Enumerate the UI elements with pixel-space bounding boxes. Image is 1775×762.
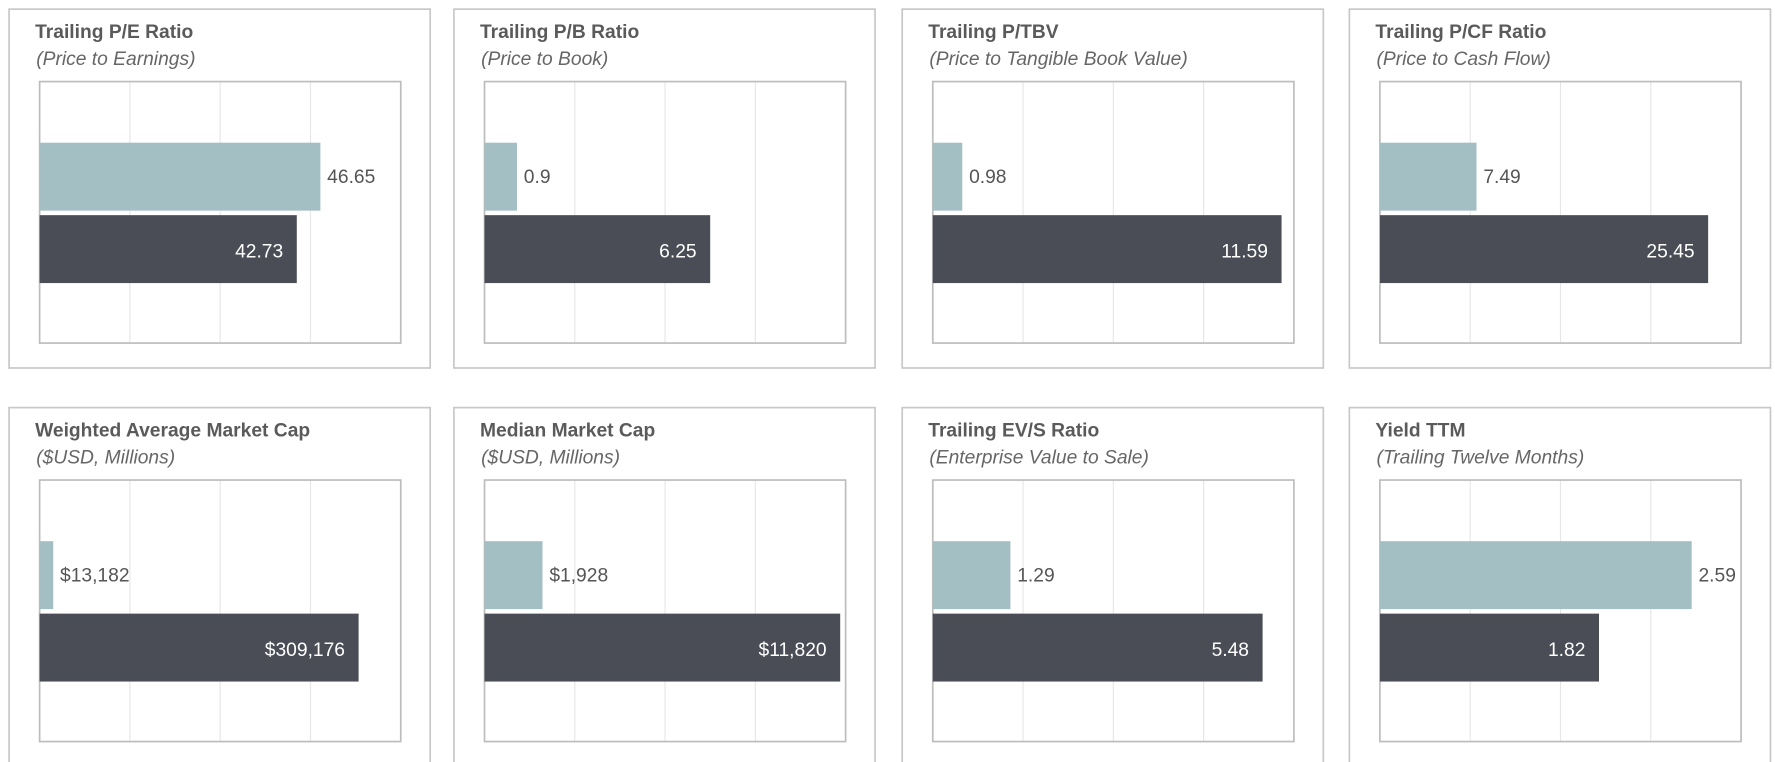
- chart-subtitle: (Trailing Twelve Months): [1377, 448, 1585, 469]
- bar: [484, 215, 711, 284]
- chart-subtitle: (Price to Earnings): [36, 49, 195, 70]
- plot-frame: [1379, 479, 1742, 743]
- plot-frame: [483, 479, 847, 743]
- value-label: 6.25: [659, 242, 696, 263]
- value-label: 1.29: [1017, 565, 1054, 586]
- chart-title: Trailing P/CF Ratio: [1375, 22, 1546, 43]
- bar: [932, 142, 963, 211]
- chart-subtitle: (Enterprise Value to Sale): [929, 448, 1149, 469]
- chart-subtitle: (Price to Tangible Book Value): [929, 49, 1187, 70]
- chart-subtitle: ($USD, Millions): [36, 448, 175, 469]
- chart-title: Trailing P/B Ratio: [480, 22, 639, 43]
- chart-title: Weighted Average Market Cap: [35, 420, 310, 441]
- chart-title: Trailing P/E Ratio: [35, 22, 193, 43]
- value-label: $309,176: [265, 640, 345, 661]
- bar: [39, 613, 359, 682]
- plot-frame: [931, 479, 1295, 743]
- bar: [484, 142, 518, 211]
- value-label: $1,928: [549, 565, 608, 586]
- chart-title: Trailing P/TBV: [928, 22, 1059, 43]
- panel: [901, 8, 1325, 369]
- bar: [1379, 541, 1692, 610]
- bar: [39, 541, 54, 610]
- value-label: 0.9: [524, 167, 551, 188]
- bar: [39, 215, 297, 284]
- plot-frame: [483, 80, 847, 344]
- bar: [484, 613, 841, 682]
- value-label: $11,820: [759, 640, 827, 661]
- chart-title: Yield TTM: [1375, 420, 1465, 441]
- value-label: 5.48: [1212, 640, 1249, 661]
- value-label: 46.65: [327, 167, 375, 188]
- bar: [932, 215, 1282, 284]
- bar: [932, 541, 1011, 610]
- value-label: $13,182: [60, 565, 130, 586]
- value-label: 0.98: [969, 167, 1006, 188]
- chart-subtitle: (Price to Cash Flow): [1377, 49, 1551, 70]
- bar: [932, 613, 1263, 682]
- value-label: 42.73: [235, 242, 283, 263]
- bar: [1379, 613, 1600, 682]
- chart-title: Trailing EV/S Ratio: [928, 420, 1099, 441]
- plot-frame: [931, 80, 1295, 344]
- chart-title: Median Market Cap: [480, 420, 655, 441]
- chart-subtitle: (Price to Book): [481, 49, 608, 70]
- plot-frame: [38, 479, 402, 743]
- value-label: 11.59: [1221, 242, 1268, 263]
- plot-frame: [38, 80, 402, 344]
- value-label: 25.45: [1646, 242, 1694, 263]
- value-label: 7.49: [1483, 167, 1520, 188]
- bar: [1379, 142, 1477, 211]
- chart-subtitle: ($USD, Millions): [481, 448, 620, 469]
- bar: [39, 142, 321, 211]
- bar: [1379, 215, 1709, 284]
- value-label: 1.82: [1548, 640, 1585, 661]
- bar: [484, 541, 543, 610]
- plot-frame: [1379, 80, 1742, 344]
- value-label: 2.59: [1698, 565, 1735, 586]
